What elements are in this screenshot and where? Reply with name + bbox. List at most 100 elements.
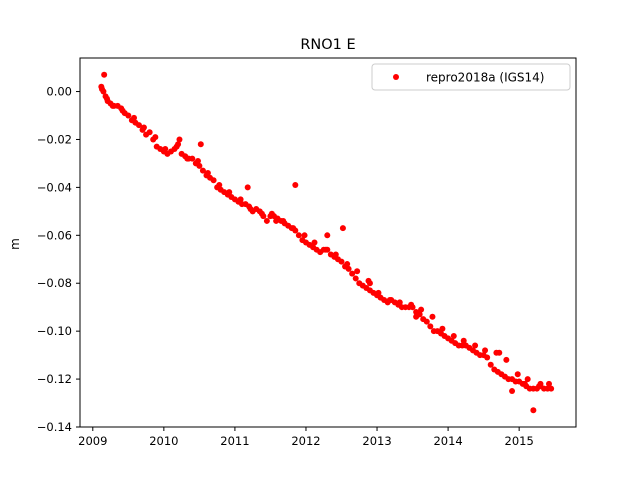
data-point: [263, 217, 270, 224]
x-tick-label: 2012: [291, 434, 320, 448]
data-point: [324, 232, 331, 239]
data-point: [268, 210, 275, 217]
data-point: [244, 184, 251, 191]
data-point: [332, 251, 339, 258]
data-point: [429, 313, 436, 320]
legend: repro2018a (IGS14): [371, 63, 571, 91]
data-point: [345, 265, 352, 272]
data-point: [176, 136, 183, 143]
data-point: [189, 155, 196, 162]
data-point: [546, 380, 552, 387]
x-tick-label: 2015: [505, 434, 534, 448]
plot-frame: [79, 57, 577, 428]
data-point: [344, 261, 351, 268]
data-point: [273, 217, 280, 224]
data-point: [460, 337, 467, 344]
data-point: [349, 270, 356, 277]
data-point: [290, 225, 297, 232]
data-point: [530, 407, 537, 414]
y-axis-label: m: [8, 238, 22, 250]
data-point: [311, 239, 318, 246]
y-tick-label: −0.08: [37, 276, 72, 290]
data-point: [199, 167, 206, 174]
data-point: [366, 280, 373, 287]
data-point: [119, 107, 126, 114]
data-point: [322, 246, 329, 253]
data-point: [423, 318, 430, 325]
data-point: [197, 141, 204, 148]
data-point: [509, 388, 516, 395]
data-point: [375, 289, 382, 296]
data-point: [146, 129, 153, 136]
x-tick-label: 2013: [362, 434, 391, 448]
data-point: [484, 354, 491, 361]
legend-marker: [393, 74, 399, 80]
data-point: [292, 181, 299, 188]
y-tick-label: −0.02: [37, 132, 72, 146]
x-tick-label: 2009: [78, 434, 107, 448]
data-point: [487, 361, 494, 368]
y-tick-label: −0.12: [37, 372, 72, 386]
data-point: [152, 134, 159, 141]
data-point: [386, 297, 393, 304]
data-point: [237, 196, 244, 203]
x-tick-label: 2011: [220, 434, 249, 448]
y-tick-label: −0.06: [37, 228, 72, 242]
data-point: [413, 313, 420, 320]
data-point: [408, 301, 415, 308]
data-point: [295, 232, 302, 239]
legend-label: repro2018a (IGS14): [426, 71, 544, 85]
data-point: [104, 95, 110, 102]
data-point: [439, 325, 446, 332]
data-point: [196, 162, 203, 169]
data-point: [140, 124, 147, 131]
chart-title: RNO1 E: [300, 37, 355, 53]
data-point: [354, 268, 361, 275]
data-point: [548, 385, 555, 392]
y-tick-label: 0.00: [46, 85, 72, 99]
data-point: [216, 181, 223, 188]
y-axis: 0.00 −0.02 −0.04 −0.06 −0.08 −0.10 −0.12 −0.14: [37, 85, 80, 434]
plot-area: [79, 57, 577, 428]
data-point: [338, 258, 345, 265]
data-point: [482, 347, 489, 354]
data-point: [352, 275, 359, 282]
data-point: [173, 143, 180, 150]
data-point: [210, 177, 217, 184]
data-point: [521, 380, 528, 387]
legend-box: [371, 63, 571, 91]
data-point: [301, 232, 308, 239]
data-point: [418, 306, 425, 313]
y-tick-label: −0.14: [37, 420, 72, 434]
data-point: [135, 122, 142, 129]
data-point: [496, 349, 503, 356]
y-tick-label: −0.10: [37, 324, 72, 338]
data-point: [514, 371, 521, 378]
data-point: [194, 158, 201, 165]
data-point: [125, 112, 132, 119]
data-point: [109, 102, 116, 109]
data-point: [339, 225, 346, 232]
data-point: [258, 210, 265, 217]
data-point: [131, 114, 138, 121]
data-point: [101, 71, 108, 78]
data-point: [537, 380, 544, 387]
data-point: [396, 299, 403, 306]
data-point: [450, 332, 457, 339]
data-point: [226, 189, 233, 196]
x-axis: 2009 2010 2011 2012 2013 2014 2015: [78, 427, 534, 448]
data-point: [247, 205, 254, 212]
data-point: [503, 356, 510, 363]
y-tick-label: −0.04: [37, 180, 72, 194]
data-point: [162, 146, 169, 153]
x-tick-label: 2014: [433, 434, 462, 448]
data-point: [99, 86, 106, 93]
data-point: [204, 170, 211, 177]
x-tick-label: 2010: [149, 434, 178, 448]
data-point: [184, 155, 191, 162]
data-point: [472, 342, 479, 349]
data-point: [280, 217, 287, 224]
data-point: [524, 376, 531, 383]
data-point: [427, 323, 434, 330]
